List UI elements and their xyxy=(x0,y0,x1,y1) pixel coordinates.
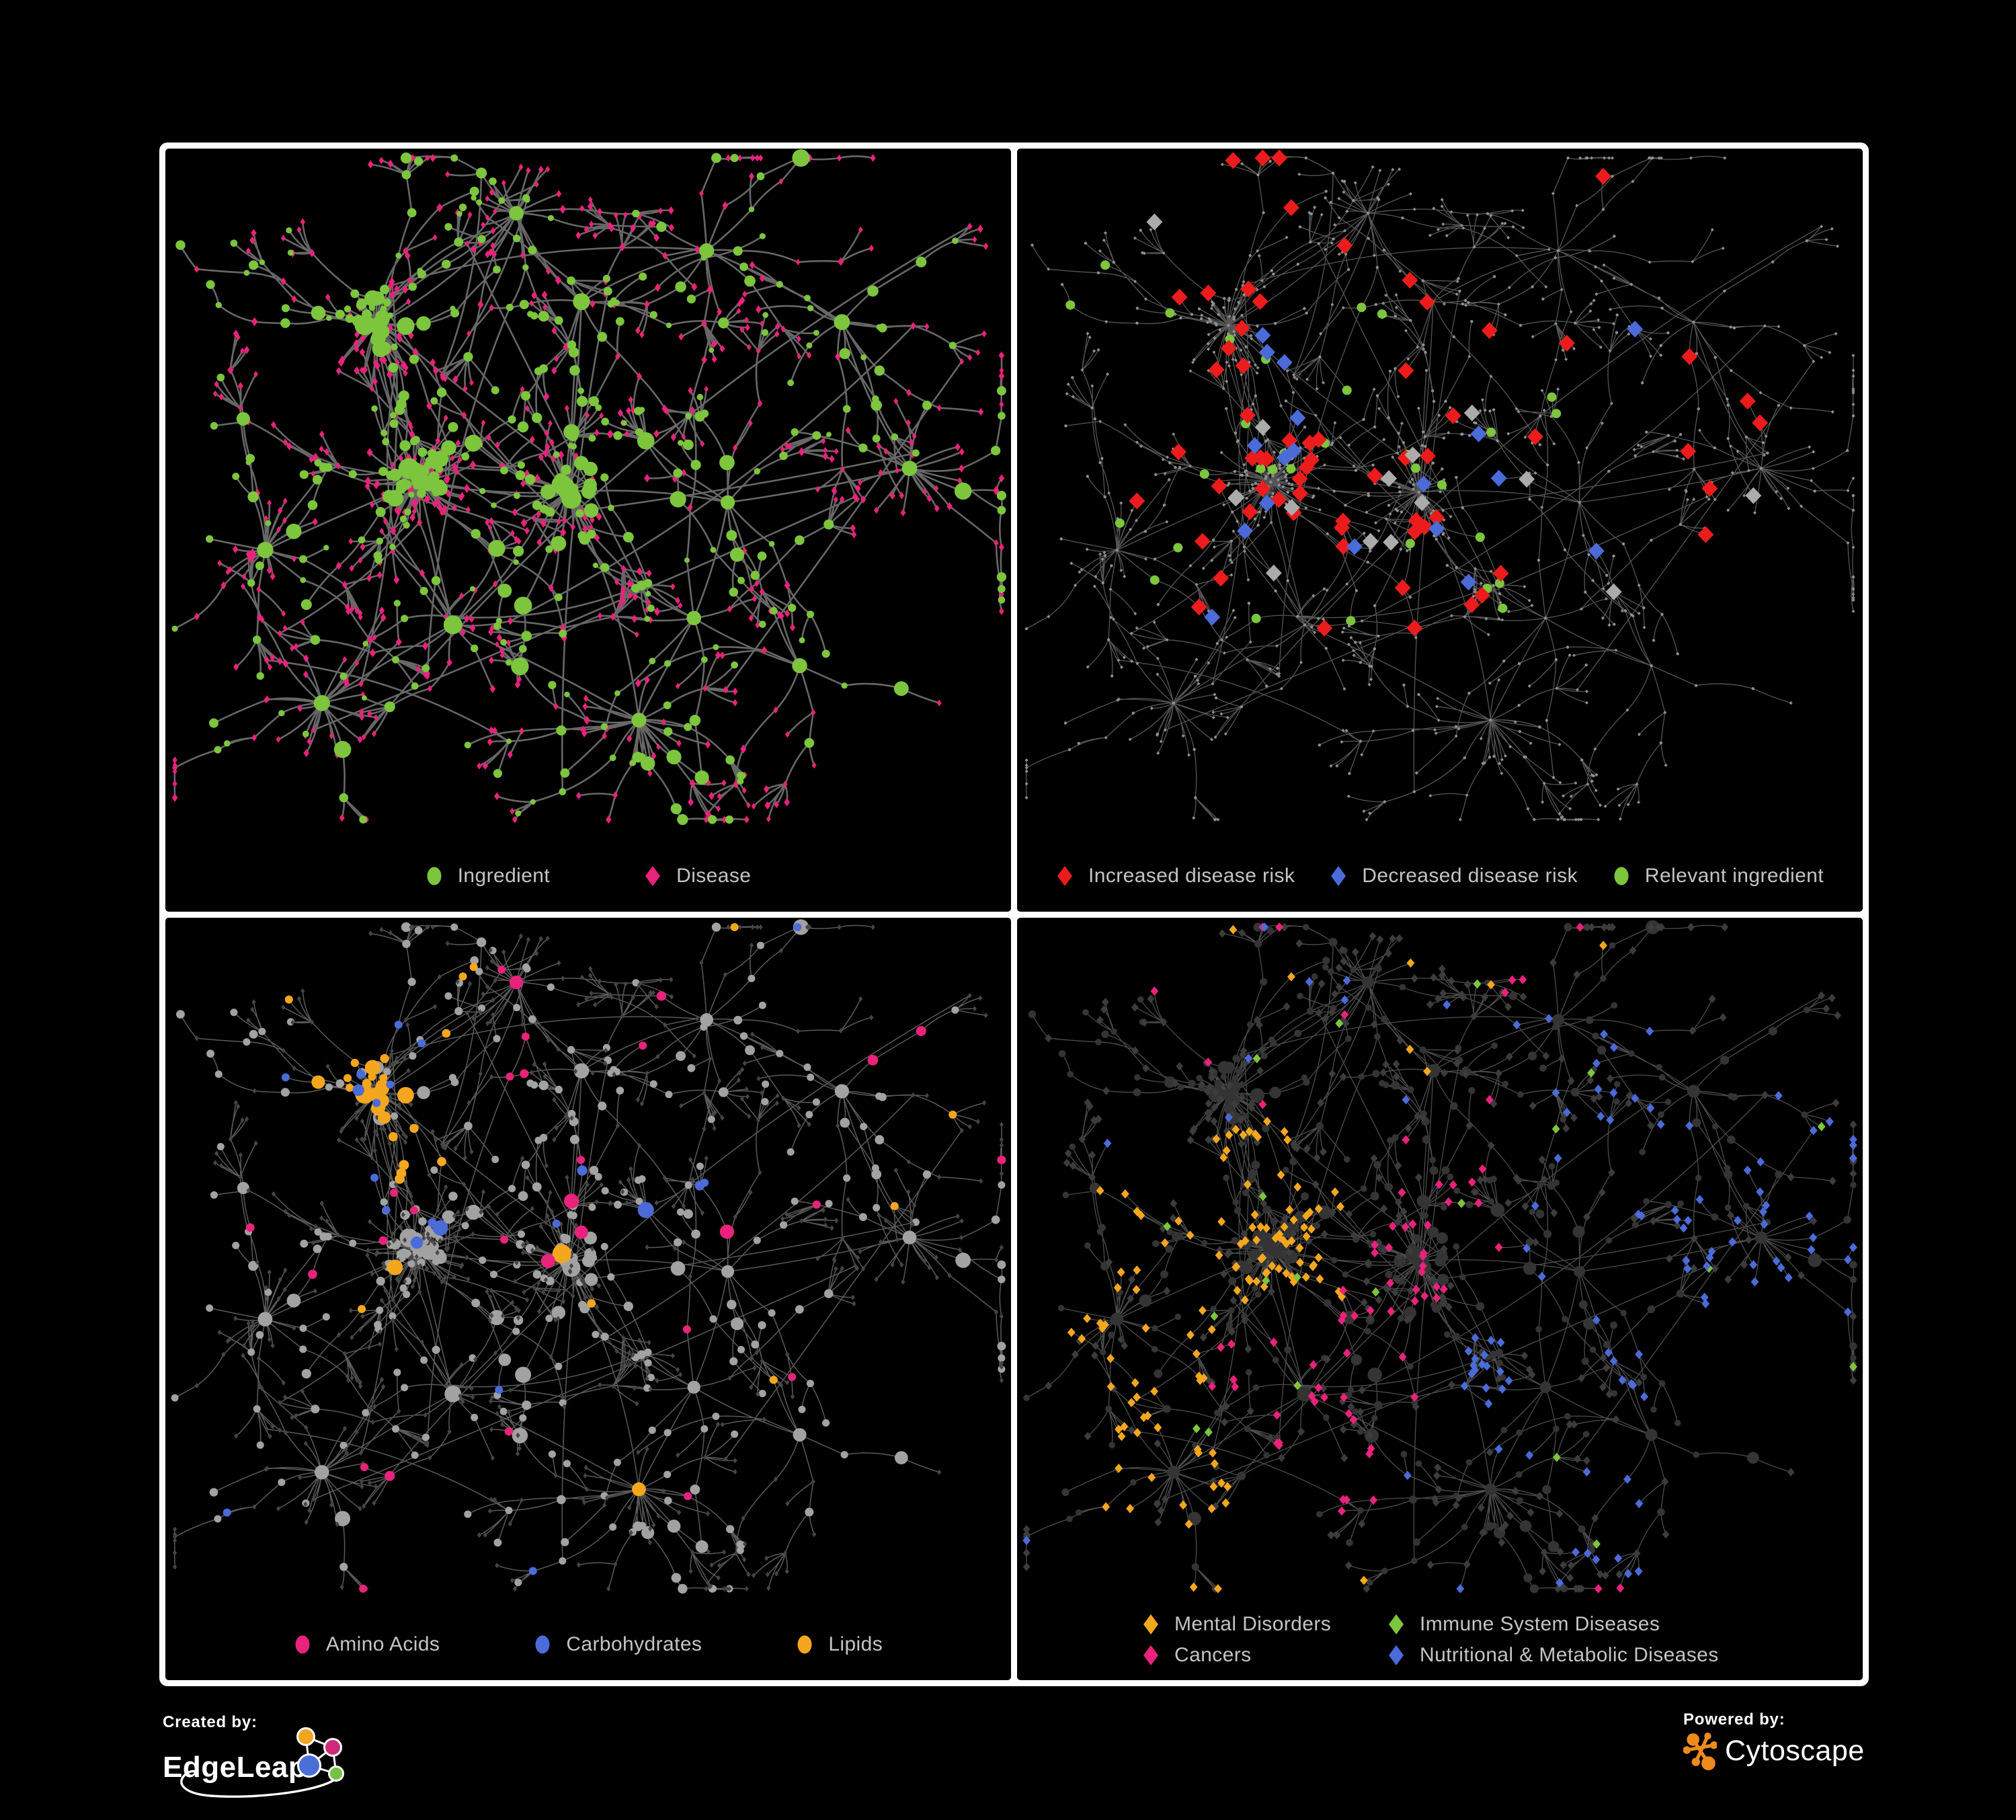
legend-label: Increased disease risk xyxy=(1088,864,1295,887)
cytoscape-graph-nodes xyxy=(1683,1733,1717,1770)
edgeleap-node-orange xyxy=(296,1727,315,1746)
legend-label: Amino Acids xyxy=(325,1633,440,1655)
nutrient-class-network-graph xyxy=(171,918,1006,1593)
legend-item: Nutritional & Metabolic Diseases xyxy=(1387,1644,1719,1667)
legend-label: Ingredient xyxy=(457,864,551,887)
edgeleap-node-pink xyxy=(323,1738,342,1757)
legend-label: Cancers xyxy=(1174,1644,1252,1666)
panel-nutrient-class-network: Amino Acids Carbohydrates Lipids xyxy=(165,917,1011,1680)
legend-diamond-marker xyxy=(1143,1614,1158,1634)
network-nodes-diamonds xyxy=(1146,213,1762,600)
nutrient-class-legend: Amino Acids Carbohydrates Lipids xyxy=(165,1633,1011,1656)
cytoscape-credit: Powered by: Cytoscape xyxy=(1683,1710,1865,1770)
legend-label: Lipids xyxy=(828,1633,883,1655)
legend-item: Cancers xyxy=(1142,1644,1252,1667)
panel-disease-class-network: Mental Disorders Immune System Diseases Ca… xyxy=(1017,917,1863,1680)
legend-item: Disease xyxy=(644,865,751,887)
network-nodes-diamonds xyxy=(1129,149,1769,637)
cytoscape-logo-icon xyxy=(1683,1733,1717,1770)
cytoscape-logo: Cytoscape xyxy=(1683,1732,1865,1770)
disease-risk-legend: Increased disease risk Decreased disease … xyxy=(1017,865,1863,887)
edgeleap-logo-text: EdgeLeap xyxy=(163,1751,307,1784)
legend-label: Relevant ingredient xyxy=(1644,864,1824,887)
disease-risk-network-graph xyxy=(1024,149,1855,822)
legend-item: Relevant ingredient xyxy=(1613,865,1824,887)
legend-item: Increased disease risk xyxy=(1056,865,1295,887)
ingredient-disease-network-graph xyxy=(171,149,1007,826)
ingredient-disease-legend: Ingredient Disease xyxy=(165,865,1011,887)
edgeleap-node-green xyxy=(328,1766,344,1782)
disease-class-legend: Mental Disorders Immune System Diseases Ca… xyxy=(1142,1613,1719,1667)
legend-diamond-marker xyxy=(1331,865,1346,886)
legend-label: Nutritional & Metabolic Diseases xyxy=(1420,1644,1719,1666)
legend-item: Amino Acids xyxy=(294,1633,440,1656)
edgeleap-logo-icon xyxy=(180,1727,344,1798)
legend-label: Immune System Diseases xyxy=(1420,1613,1660,1635)
edgeleap-swoosh xyxy=(180,1770,334,1798)
legend-item: Decreased disease risk xyxy=(1330,865,1578,887)
legend-diamond-marker xyxy=(1143,1645,1158,1665)
legend-label: Mental Disorders xyxy=(1174,1613,1332,1635)
panel-ingredient-disease-network: Ingredient Disease xyxy=(165,149,1011,912)
legend-item: Lipids xyxy=(796,1633,883,1656)
network-nodes-circles xyxy=(245,965,1006,1593)
network-nodes-circles xyxy=(171,918,1006,1593)
cytoscape-logo-text: Cytoscape xyxy=(1725,1735,1865,1767)
legend-circle-marker xyxy=(295,1635,310,1654)
edgeleap-credit: Created by: EdgeLeap xyxy=(163,1713,485,1799)
legend-label: Carbohydrates xyxy=(566,1633,702,1655)
legend-diamond-marker xyxy=(1057,865,1072,886)
network-nodes-circles xyxy=(1023,920,1857,1593)
legend-circle-marker xyxy=(427,867,442,885)
powered-by-label: Powered by: xyxy=(1683,1710,1785,1729)
edgeleap-node-blue xyxy=(297,1753,321,1778)
legend-circle-marker xyxy=(1614,867,1629,885)
legend-item: Ingredient xyxy=(426,865,550,887)
legend-item: Carbohydrates xyxy=(534,1633,702,1656)
legend-diamond-marker xyxy=(1389,1645,1404,1665)
created-by-label: Created by: xyxy=(163,1713,257,1731)
legend-diamond-marker xyxy=(645,865,661,886)
panel-disease-risk-network: Increased disease risk Decreased disease … xyxy=(1017,149,1863,912)
edgeleap-logo: EdgeLeap xyxy=(163,1727,485,1799)
disease-class-network-graph xyxy=(1022,920,1857,1593)
legend-item: Mental Disorders xyxy=(1142,1613,1331,1636)
legend-diamond-marker xyxy=(1389,1614,1404,1634)
network-nodes-circles xyxy=(171,149,1007,826)
legend-item: Immune System Diseases xyxy=(1387,1613,1660,1636)
legend-circle-marker xyxy=(797,1635,812,1654)
legend-circle-marker xyxy=(535,1635,550,1654)
panel-grid-frame: Ingredient Disease Increased disease risk… xyxy=(159,143,1869,1686)
legend-label: Decreased disease risk xyxy=(1362,864,1578,887)
legend-label: Disease xyxy=(676,864,752,887)
